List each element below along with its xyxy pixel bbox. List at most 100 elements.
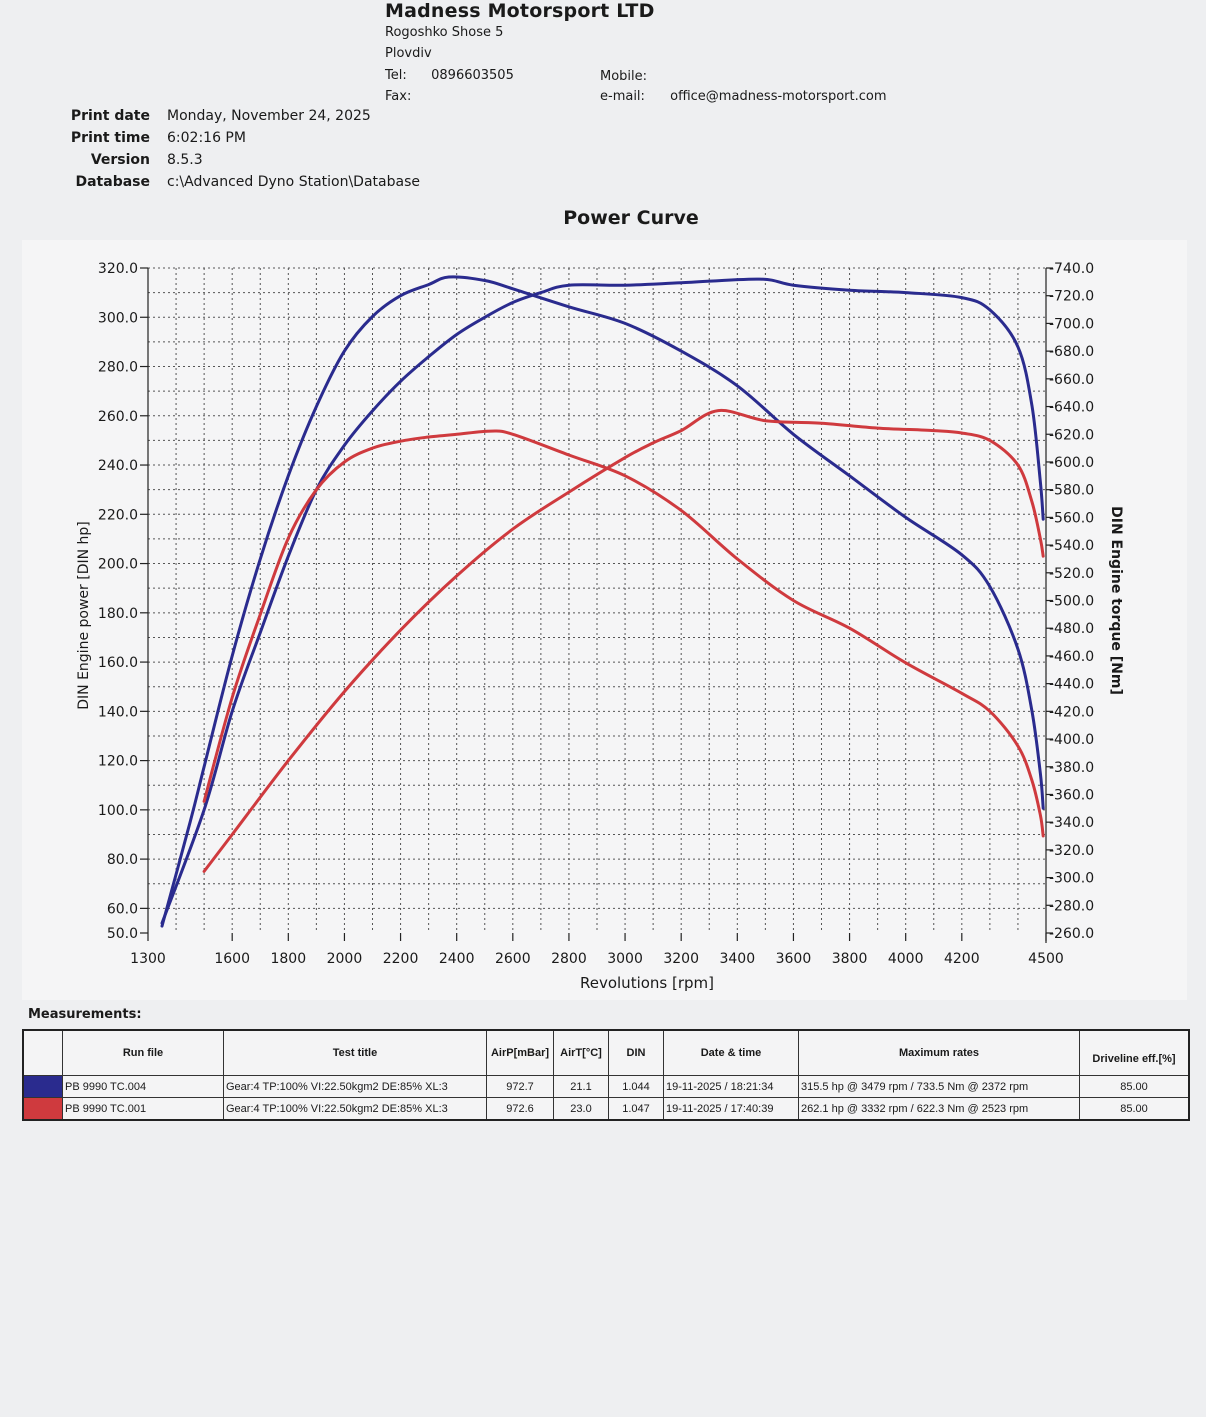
- y2-tick-label: -560.0: [1049, 510, 1094, 526]
- y2-tick-label: -460.0: [1049, 649, 1094, 665]
- header-airt: AirT[°C]: [553, 1029, 609, 1076]
- header-din: DIN: [608, 1029, 664, 1076]
- tel-value: 0896603505: [431, 68, 514, 83]
- air-temperature: 23.0: [553, 1097, 609, 1121]
- y-tick-label: 180.0: [98, 606, 138, 622]
- y2-tick-label: -480.0: [1049, 621, 1094, 637]
- y2-tick-label: -400.0: [1049, 732, 1094, 748]
- max-rates: 262.1 hp @ 3332 rpm / 622.3 Nm @ 2523 rp…: [798, 1097, 1080, 1121]
- run-file: PB 9990 TC.001: [62, 1097, 224, 1121]
- x-tick-label: 4500: [1028, 951, 1064, 967]
- air-pressure: 972.6: [486, 1097, 554, 1121]
- series-line-2: [160, 275, 1045, 928]
- y2-tick-label: -740.0: [1049, 261, 1094, 277]
- header-datetime: Date & time: [663, 1029, 799, 1076]
- company-name: Madness Motorsport LTD: [385, 0, 655, 22]
- y-tick-label: 80.0: [107, 852, 138, 868]
- header-color: [22, 1029, 63, 1076]
- y-tick-label: 280.0: [98, 360, 138, 376]
- air-pressure: 972.7: [486, 1075, 554, 1098]
- tel-label: Tel:: [385, 68, 407, 83]
- series-line-1: [160, 277, 1045, 925]
- header-test-title: Test title: [223, 1029, 487, 1076]
- y2-tick-label: -580.0: [1049, 483, 1094, 499]
- y2-tick-label: -320.0: [1049, 843, 1094, 859]
- y-tick-label: 260.0: [98, 409, 138, 425]
- y2-tick-label: -660.0: [1049, 372, 1094, 388]
- y-tick-label: 60.0: [107, 901, 138, 917]
- y2-tick-label: -720.0: [1049, 289, 1094, 305]
- date-time: 19-11-2025 / 18:21:34: [663, 1075, 799, 1098]
- y-tick-label: 220.0: [98, 507, 138, 523]
- x-tick-label: 2600: [495, 951, 531, 967]
- y2-tick-label: -440.0: [1049, 677, 1094, 693]
- driveline-eff: 85.00: [1079, 1075, 1190, 1098]
- y2-tick-label: -620.0: [1049, 427, 1094, 443]
- header-driveline: Driveline eff.[%]: [1079, 1029, 1190, 1076]
- print-date-value: Monday, November 24, 2025: [167, 108, 371, 124]
- header-airp: AirP[mBar]: [486, 1029, 554, 1076]
- tel-row: Tel: 0896603505: [385, 68, 514, 83]
- run-color-swatch: [22, 1097, 63, 1121]
- y-tick-label: 300.0: [98, 310, 138, 326]
- y2-axis-label: DIN Engine torque [Nm]: [1108, 506, 1124, 695]
- x-tick-label: 1800: [270, 951, 306, 967]
- y2-tick-label: -360.0: [1049, 787, 1094, 803]
- x-tick-label: 4200: [944, 951, 980, 967]
- test-title: Gear:4 TP:100% VI:22.50kgm2 DE:85% XL:3: [223, 1075, 487, 1098]
- x-tick-label: 3000: [607, 951, 643, 967]
- print-date-label: Print date: [70, 108, 150, 124]
- y-tick-label: 240.0: [98, 458, 138, 474]
- y2-tick-label: -680.0: [1049, 344, 1094, 360]
- driveline-eff: 85.00: [1079, 1097, 1190, 1121]
- fax-row: Fax:: [385, 89, 427, 104]
- y-tick-label: 140.0: [98, 704, 138, 720]
- y2-tick-label: -300.0: [1049, 871, 1094, 887]
- y2-tick-label: -640.0: [1049, 400, 1094, 416]
- y2-tick-label: -340.0: [1049, 815, 1094, 831]
- x-tick-label: 2200: [383, 951, 419, 967]
- run-file: PB 9990 TC.004: [62, 1075, 224, 1098]
- x-tick-label: 3800: [832, 951, 868, 967]
- email-label: e-mail:: [600, 89, 645, 104]
- run-color-swatch: [22, 1075, 63, 1098]
- table-row[interactable]: PB 9990 TC.004 Gear:4 TP:100% VI:22.50kg…: [22, 1075, 1190, 1098]
- x-tick-label: 2400: [439, 951, 475, 967]
- y2-tick-label: -540.0: [1049, 538, 1094, 554]
- date-time: 19-11-2025 / 17:40:39: [663, 1097, 799, 1121]
- y2-tick-label: -700.0: [1049, 316, 1094, 332]
- header-max-rates: Maximum rates: [798, 1029, 1080, 1076]
- database-value: c:\Advanced Dyno Station\Database: [167, 174, 420, 190]
- y-tick-label: 100.0: [98, 803, 138, 819]
- y-axis-label: DIN Engine power [DIN hp]: [76, 521, 92, 710]
- y-tick-label: 50.0: [107, 926, 138, 942]
- y2-tick-label: -260.0: [1049, 926, 1094, 942]
- company-block: Madness Motorsport LTD Rogoshko Shose 5 …: [385, 0, 655, 64]
- series-line-3: [202, 408, 1045, 873]
- y2-tick-label: -520.0: [1049, 566, 1094, 582]
- table-header-row: Run file Test title AirP[mBar] AirT[°C] …: [22, 1029, 1190, 1076]
- database-label: Database: [75, 174, 150, 190]
- x-tick-label: 2000: [327, 951, 363, 967]
- print-time-label: Print time: [70, 130, 150, 146]
- version-label: Version: [90, 152, 150, 168]
- x-tick-label: 3600: [776, 951, 812, 967]
- company-address-2: Plovdiv: [385, 46, 432, 61]
- table-row[interactable]: PB 9990 TC.001 Gear:4 TP:100% VI:22.50kg…: [22, 1097, 1190, 1121]
- x-tick-label: 1300: [130, 951, 166, 967]
- x-tick-label: 1600: [214, 951, 250, 967]
- power-curve-chart: 320.0 300.0 280.0 260.0 240.0 220.0 200.0 180.0…: [22, 240, 1187, 1000]
- measurements-label: Measurements:: [28, 1007, 142, 1022]
- version-value: 8.5.3: [167, 152, 203, 168]
- series-line-4: [202, 429, 1045, 838]
- x-tick-label: 3400: [719, 951, 755, 967]
- y2-tick-label: -500.0: [1049, 594, 1094, 610]
- y2-tick-label: -420.0: [1049, 704, 1094, 720]
- print-time-value: 6:02:16 PM: [167, 130, 246, 146]
- y-tick-label: 120.0: [98, 754, 138, 770]
- email-value: office@madness-motorsport.com: [670, 89, 887, 104]
- y2-tick-label: -380.0: [1049, 760, 1094, 776]
- email-row: e-mail: office@madness-motorsport.com: [600, 89, 887, 104]
- y2-tick-label: -280.0: [1049, 898, 1094, 914]
- x-tick-label: 2800: [551, 951, 587, 967]
